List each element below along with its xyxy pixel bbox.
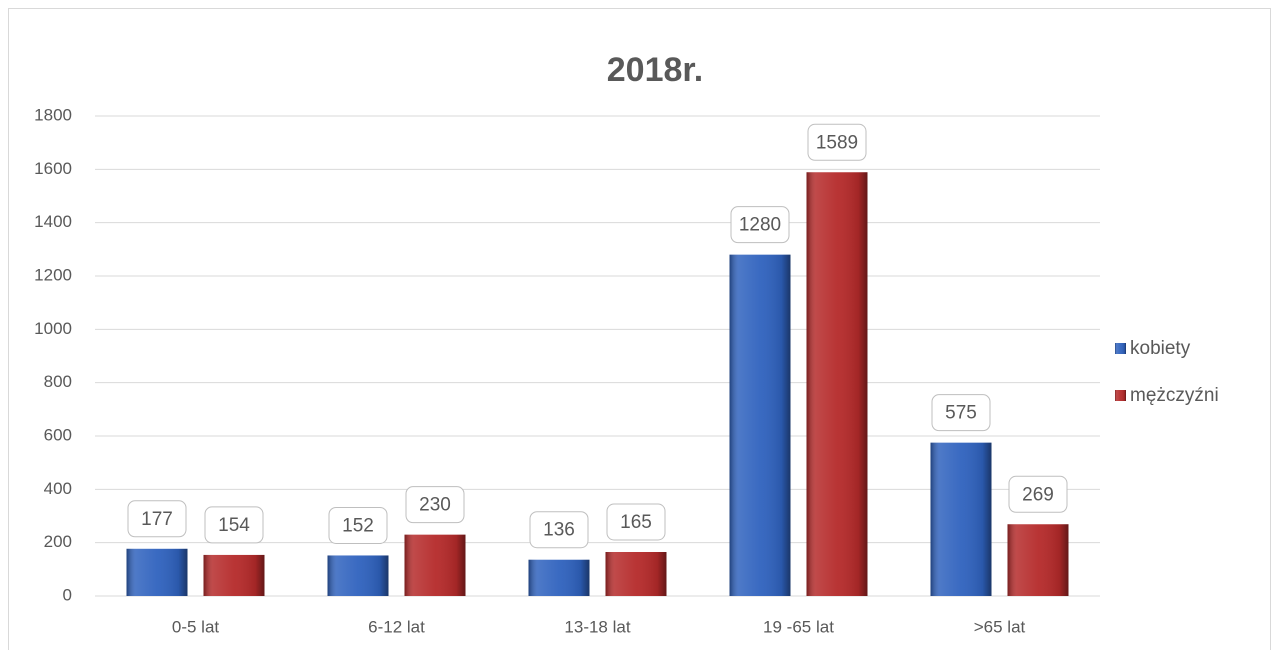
bar-shade: [806, 172, 868, 596]
y-tick-label: 200: [44, 532, 72, 551]
y-tick-label: 1800: [34, 105, 72, 124]
x-tick-label: 19 -65 lat: [763, 617, 834, 636]
y-tick-label: 600: [44, 425, 72, 444]
data-label: 136: [543, 520, 575, 541]
data-label-box: [807, 123, 867, 161]
y-tick-label: 1600: [34, 159, 72, 178]
bar-shade: [1007, 524, 1069, 596]
data-label-box: [730, 206, 790, 244]
data-label-box: [606, 503, 666, 541]
legend-swatch-shade: [1115, 390, 1126, 401]
bar-shade: [327, 555, 389, 596]
data-label: 269: [1022, 484, 1054, 505]
y-tick-label: 400: [44, 479, 72, 498]
bar-shade: [528, 559, 590, 596]
data-label: 152: [342, 515, 374, 536]
chart-border: [8, 8, 1271, 650]
bar-shade: [126, 548, 188, 596]
y-tick-label: 1200: [34, 265, 72, 284]
data-label-box: [127, 500, 187, 538]
x-tick-label: >65 lat: [974, 617, 1026, 636]
data-label: 575: [945, 403, 977, 424]
data-label-box: [529, 511, 589, 549]
legend-label: kobiety: [1130, 338, 1191, 359]
data-label-box: [204, 506, 264, 544]
y-tick-label: 0: [63, 585, 72, 604]
data-label-box: [1008, 475, 1068, 513]
y-tick-label: 1000: [34, 319, 72, 338]
bar-shade: [605, 552, 667, 596]
x-tick-label: 0-5 lat: [172, 617, 220, 636]
bar-shade: [203, 554, 265, 596]
data-label: 1280: [739, 215, 781, 236]
y-tick-label: 1400: [34, 212, 72, 231]
data-label-box: [328, 506, 388, 544]
data-label: 165: [620, 512, 652, 533]
legend-label: mężczyźni: [1130, 385, 1219, 406]
bar-shade: [930, 442, 992, 596]
chart-title: 2018r.: [607, 51, 703, 89]
bar-shade: [404, 534, 466, 596]
x-tick-label: 13-18 lat: [564, 617, 630, 636]
data-label: 1589: [816, 132, 858, 153]
legend-swatch-shade: [1115, 343, 1126, 354]
data-label-box: [931, 394, 991, 432]
data-label-box: [405, 486, 465, 524]
data-label: 177: [141, 509, 173, 530]
y-tick-label: 800: [44, 372, 72, 391]
bar-shade: [729, 254, 791, 596]
x-tick-label: 6-12 lat: [368, 617, 425, 636]
data-label: 230: [419, 495, 451, 516]
data-label: 154: [218, 515, 250, 536]
